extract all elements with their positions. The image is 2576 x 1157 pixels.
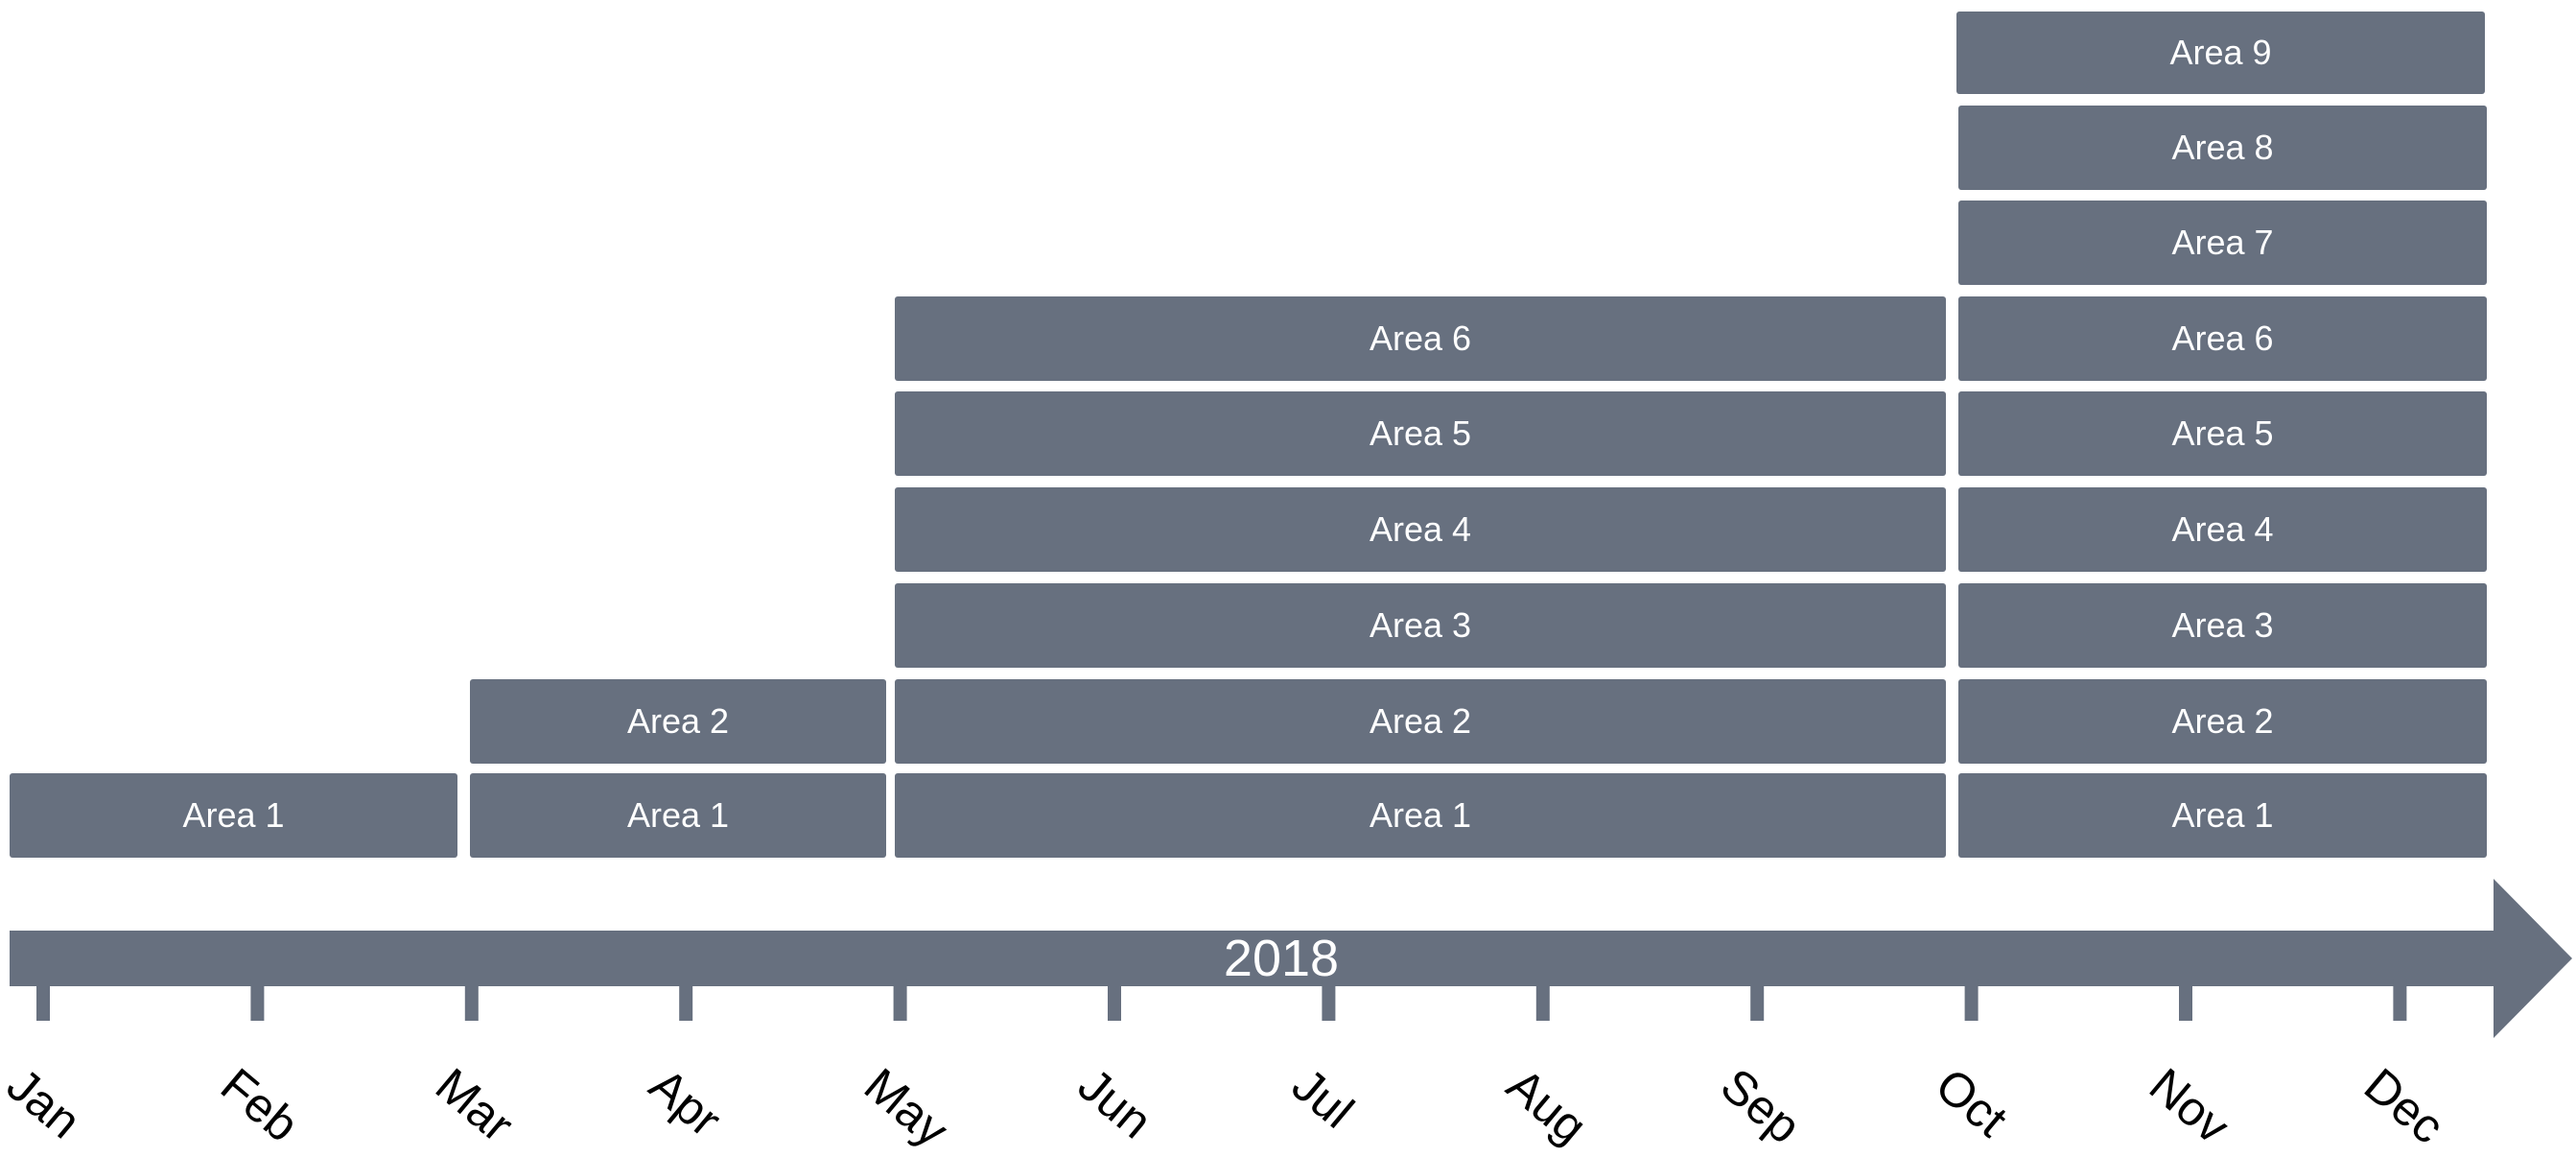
area-label: Area 1 [1369, 795, 1472, 835]
month-tick-dec [2393, 979, 2407, 1021]
timeline-arrow-body [10, 931, 2501, 986]
month-tick-jun [1108, 979, 1121, 1021]
month-tick-mar [464, 979, 479, 1021]
area-label: Area 9 [2169, 33, 2272, 72]
month-tick-sep [1750, 979, 1765, 1021]
area-label: Area 1 [626, 795, 730, 835]
area-label: Area 7 [2171, 223, 2274, 262]
timeline-arrow-head [2494, 879, 2572, 1038]
month-tick-oct [1964, 979, 1979, 1021]
group-jan-feb-area-1: Area 1 [10, 773, 457, 858]
group-oct-dec-area-4: Area 4 [1958, 487, 2487, 572]
group-may-sep-area-5: Area 5 [895, 391, 1946, 476]
month-tick-nov [2179, 979, 2192, 1021]
area-label: Area 6 [1369, 319, 1472, 358]
month-tick-jul [1322, 979, 1336, 1021]
area-label: Area 1 [182, 795, 285, 835]
area-label: Area 4 [2171, 509, 2274, 549]
group-may-sep-area-6: Area 6 [895, 296, 1946, 381]
group-may-sep-area-3: Area 3 [895, 583, 1946, 668]
area-label: Area 5 [1369, 413, 1472, 453]
month-tick-aug [1535, 979, 1550, 1021]
group-oct-dec-area-5: Area 5 [1958, 391, 2487, 476]
group-may-sep-area-1: Area 1 [895, 773, 1946, 858]
group-oct-dec-area-9: Area 9 [1956, 12, 2485, 94]
group-mar-apr-area-1: Area 1 [470, 773, 886, 858]
group-oct-dec-area-8: Area 8 [1958, 106, 2487, 190]
group-oct-dec-area-7: Area 7 [1958, 201, 2487, 285]
area-label: Area 2 [1369, 701, 1472, 741]
month-tick-feb [250, 979, 265, 1021]
area-label: Area 3 [1369, 605, 1472, 645]
group-oct-dec-area-1: Area 1 [1958, 773, 2487, 858]
area-label: Area 8 [2171, 128, 2274, 167]
area-label: Area 2 [626, 701, 730, 741]
month-tick-jan [36, 979, 50, 1021]
group-oct-dec-area-6: Area 6 [1958, 296, 2487, 381]
area-label: Area 6 [2171, 319, 2274, 358]
area-label: Area 1 [2171, 795, 2274, 835]
area-label: Area 5 [2171, 413, 2274, 453]
year-label: 2018 [1223, 930, 1340, 987]
month-tick-may [893, 979, 907, 1021]
month-tick-apr [679, 979, 693, 1021]
area-label: Area 2 [2171, 701, 2274, 741]
group-oct-dec-area-3: Area 3 [1958, 583, 2487, 668]
group-mar-apr-area-2: Area 2 [470, 679, 886, 764]
group-may-sep-area-2: Area 2 [895, 679, 1946, 764]
area-label: Area 3 [2171, 605, 2274, 645]
group-may-sep-area-4: Area 4 [895, 487, 1946, 572]
area-label: Area 4 [1369, 509, 1472, 549]
group-oct-dec-area-2: Area 2 [1958, 679, 2487, 764]
